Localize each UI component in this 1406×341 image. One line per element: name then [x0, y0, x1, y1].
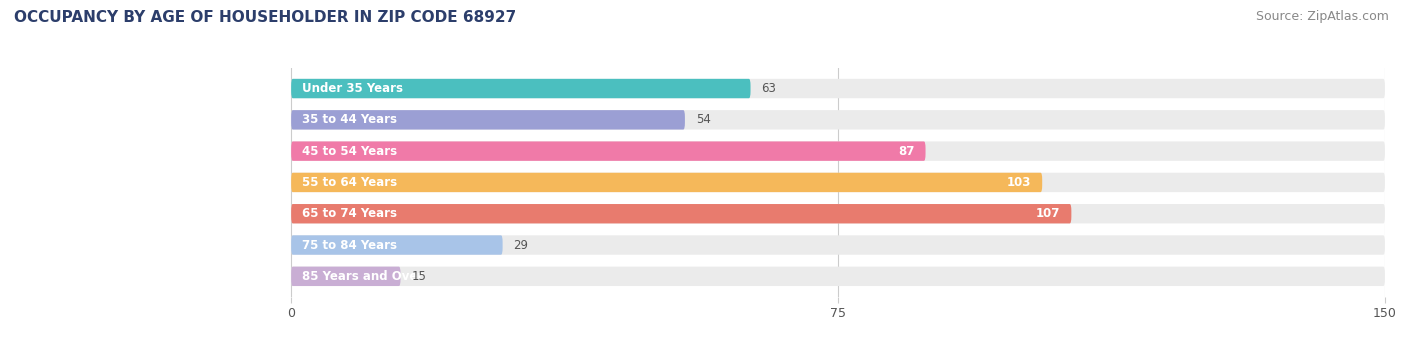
Text: 35 to 44 Years: 35 to 44 Years — [302, 113, 396, 126]
FancyBboxPatch shape — [291, 204, 1385, 223]
Text: 65 to 74 Years: 65 to 74 Years — [302, 207, 396, 220]
FancyBboxPatch shape — [291, 79, 751, 98]
FancyBboxPatch shape — [291, 142, 925, 161]
Text: OCCUPANCY BY AGE OF HOUSEHOLDER IN ZIP CODE 68927: OCCUPANCY BY AGE OF HOUSEHOLDER IN ZIP C… — [14, 10, 516, 25]
Text: 63: 63 — [762, 82, 776, 95]
FancyBboxPatch shape — [291, 173, 1385, 192]
Text: 29: 29 — [513, 239, 529, 252]
Text: 87: 87 — [898, 145, 914, 158]
FancyBboxPatch shape — [291, 110, 1385, 130]
FancyBboxPatch shape — [291, 110, 685, 130]
Text: 103: 103 — [1007, 176, 1031, 189]
FancyBboxPatch shape — [291, 142, 1385, 161]
Text: 54: 54 — [696, 113, 710, 126]
Text: 107: 107 — [1036, 207, 1060, 220]
Text: 15: 15 — [412, 270, 426, 283]
FancyBboxPatch shape — [291, 235, 1385, 255]
Text: 75 to 84 Years: 75 to 84 Years — [302, 239, 396, 252]
FancyBboxPatch shape — [291, 79, 1385, 98]
FancyBboxPatch shape — [291, 267, 1385, 286]
FancyBboxPatch shape — [291, 204, 1071, 223]
Text: Source: ZipAtlas.com: Source: ZipAtlas.com — [1256, 10, 1389, 23]
Text: 55 to 64 Years: 55 to 64 Years — [302, 176, 398, 189]
Text: 45 to 54 Years: 45 to 54 Years — [302, 145, 398, 158]
FancyBboxPatch shape — [291, 267, 401, 286]
Text: Under 35 Years: Under 35 Years — [302, 82, 404, 95]
FancyBboxPatch shape — [291, 235, 502, 255]
FancyBboxPatch shape — [291, 173, 1042, 192]
Text: 85 Years and Over: 85 Years and Over — [302, 270, 423, 283]
